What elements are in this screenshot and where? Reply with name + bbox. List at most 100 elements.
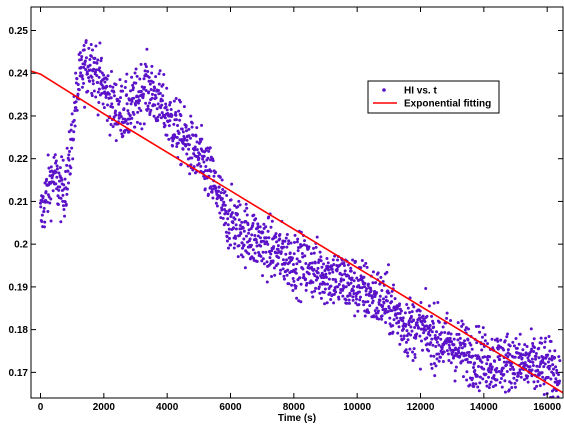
data-point bbox=[223, 203, 227, 207]
data-point bbox=[63, 177, 67, 181]
data-point bbox=[83, 59, 87, 63]
data-point bbox=[92, 67, 96, 71]
data-point bbox=[258, 236, 262, 240]
data-point bbox=[238, 223, 242, 227]
data-point bbox=[418, 309, 422, 313]
data-point bbox=[117, 102, 121, 106]
data-point bbox=[338, 263, 342, 267]
data-point bbox=[81, 77, 85, 81]
data-point bbox=[292, 252, 296, 256]
data-point bbox=[395, 306, 399, 310]
data-point bbox=[187, 134, 191, 138]
data-point bbox=[460, 346, 464, 350]
x-tick-label: 12000 bbox=[407, 402, 435, 413]
data-point bbox=[84, 67, 88, 71]
data-point bbox=[296, 249, 300, 253]
data-point bbox=[338, 291, 342, 295]
data-point bbox=[109, 123, 113, 127]
data-point bbox=[402, 327, 406, 331]
data-point bbox=[467, 350, 471, 354]
data-point bbox=[82, 65, 86, 69]
data-point bbox=[487, 386, 491, 390]
data-point bbox=[384, 307, 388, 311]
data-point bbox=[105, 77, 109, 81]
data-point bbox=[550, 358, 554, 362]
data-point bbox=[384, 320, 388, 324]
data-point bbox=[75, 108, 79, 112]
data-point bbox=[112, 90, 116, 94]
data-point bbox=[110, 102, 114, 106]
data-point bbox=[477, 355, 481, 359]
data-point bbox=[48, 201, 52, 205]
y-tick-label: 0.25 bbox=[9, 26, 29, 37]
data-point bbox=[94, 95, 98, 99]
data-point bbox=[376, 309, 380, 313]
data-point bbox=[138, 99, 142, 103]
data-point bbox=[333, 254, 337, 258]
data-point bbox=[237, 199, 241, 203]
data-point bbox=[548, 364, 552, 368]
data-point bbox=[147, 90, 151, 94]
data-point bbox=[494, 383, 498, 387]
data-point bbox=[380, 289, 384, 293]
data-point bbox=[469, 343, 473, 347]
data-point bbox=[313, 289, 317, 293]
data-point bbox=[208, 146, 212, 150]
data-point bbox=[352, 292, 356, 296]
data-point bbox=[395, 316, 399, 320]
data-point bbox=[52, 155, 56, 159]
data-point bbox=[136, 110, 140, 114]
data-point bbox=[541, 356, 545, 360]
data-point bbox=[42, 209, 46, 213]
data-point bbox=[226, 246, 230, 250]
data-point bbox=[430, 314, 434, 318]
data-point bbox=[284, 261, 288, 265]
data-point bbox=[314, 286, 318, 290]
data-point bbox=[121, 134, 125, 138]
data-point bbox=[284, 236, 288, 240]
data-point bbox=[325, 301, 329, 305]
data-point bbox=[39, 201, 42, 205]
data-point bbox=[493, 359, 497, 363]
data-point bbox=[139, 89, 143, 93]
data-point bbox=[453, 369, 457, 373]
data-point bbox=[508, 344, 512, 348]
data-point bbox=[295, 262, 299, 266]
data-point bbox=[512, 376, 516, 380]
data-point bbox=[140, 85, 144, 89]
data-point bbox=[80, 74, 84, 78]
data-point bbox=[488, 383, 492, 387]
data-point bbox=[380, 314, 384, 318]
data-point bbox=[418, 316, 422, 320]
data-point bbox=[119, 128, 123, 132]
data-point bbox=[304, 262, 308, 266]
data-point bbox=[88, 58, 92, 62]
data-point bbox=[457, 351, 461, 355]
data-point bbox=[57, 188, 61, 192]
data-point bbox=[241, 255, 245, 259]
data-point bbox=[275, 240, 279, 244]
data-point bbox=[433, 374, 437, 378]
data-point bbox=[190, 121, 194, 125]
data-point bbox=[495, 337, 499, 341]
data-point bbox=[537, 373, 541, 377]
data-point bbox=[437, 359, 441, 363]
data-point bbox=[360, 259, 364, 262]
data-point bbox=[266, 242, 270, 246]
data-point bbox=[314, 278, 318, 282]
data-point bbox=[138, 77, 142, 81]
data-point bbox=[112, 94, 116, 98]
data-point bbox=[98, 66, 102, 70]
x-tick-label: 16000 bbox=[533, 402, 561, 413]
data-point bbox=[67, 158, 71, 162]
data-point bbox=[535, 384, 539, 388]
data-point bbox=[541, 360, 545, 364]
data-point bbox=[191, 133, 195, 137]
data-point bbox=[158, 69, 162, 73]
data-point bbox=[114, 139, 118, 143]
y-tick-label: 0.21 bbox=[9, 197, 29, 208]
data-point bbox=[53, 153, 57, 157]
x-tick-label: 2000 bbox=[93, 402, 116, 413]
data-point bbox=[352, 279, 356, 283]
data-point bbox=[448, 346, 452, 350]
